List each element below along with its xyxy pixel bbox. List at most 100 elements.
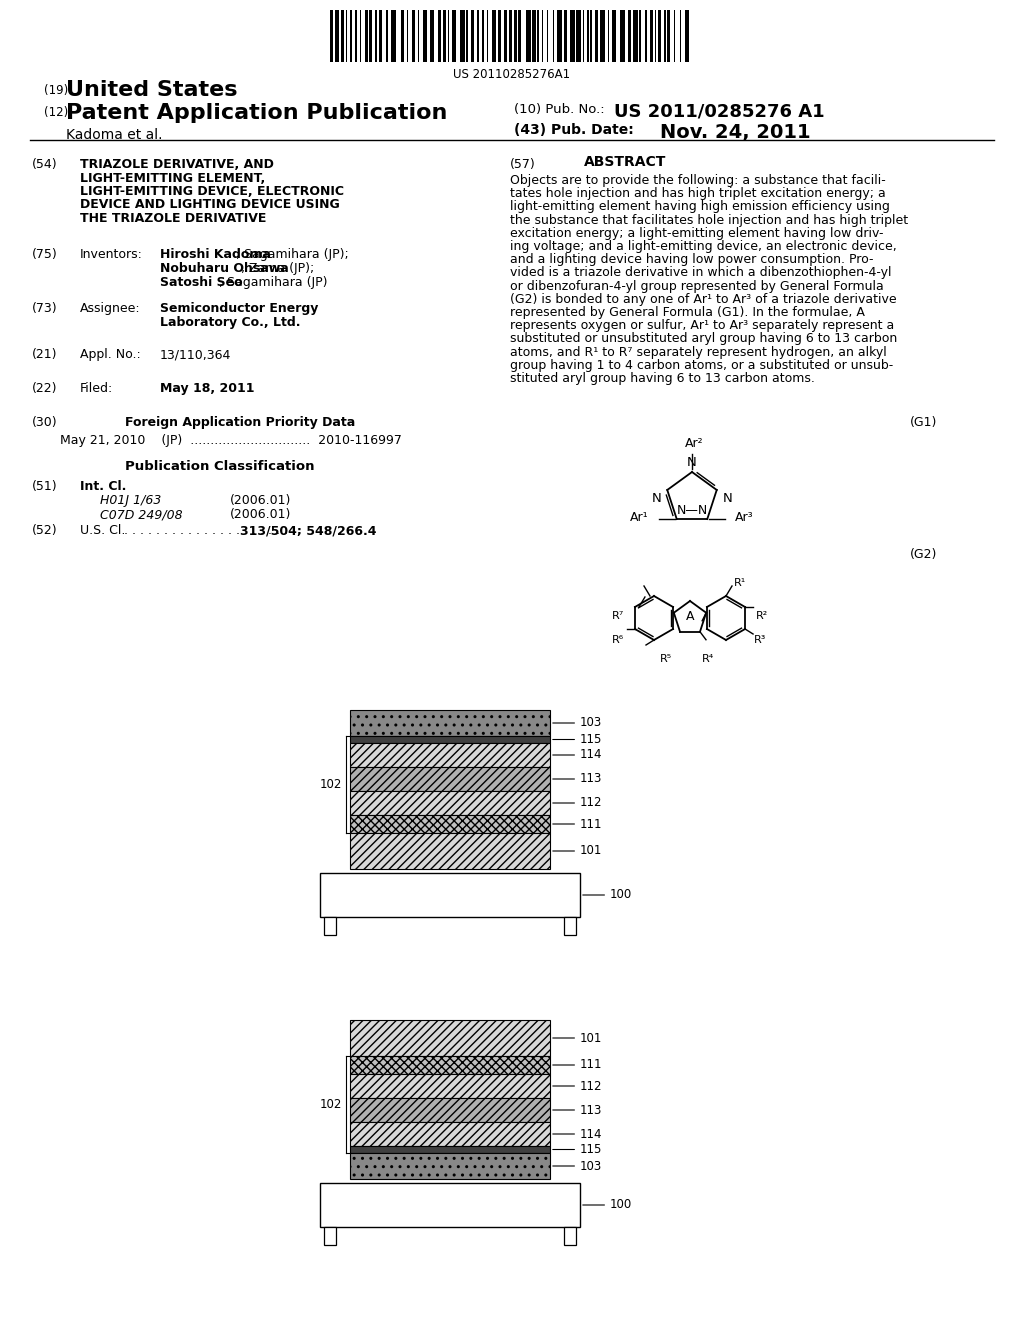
Text: Inventors:: Inventors: [80, 248, 143, 261]
Bar [438, 11, 441, 62]
Bar [324, 917, 336, 935]
Text: LIGHT-EMITTING ELEMENT,: LIGHT-EMITTING ELEMENT, [80, 172, 265, 185]
Text: DEVICE AND LIGHTING DEVICE USING: DEVICE AND LIGHTING DEVICE USING [80, 198, 340, 211]
Bar [588, 11, 589, 62]
Bar [391, 11, 396, 62]
Text: R²: R² [756, 611, 768, 620]
Bar [674, 11, 675, 62]
Bar [400, 11, 403, 62]
Bar [447, 11, 450, 62]
Bar [538, 11, 539, 62]
Text: 103: 103 [553, 717, 602, 730]
Text: 114: 114 [553, 1127, 602, 1140]
Text: A: A [686, 610, 694, 623]
Text: Publication Classification: Publication Classification [125, 459, 314, 473]
Bar [553, 11, 554, 62]
Text: U.S. Cl.: U.S. Cl. [80, 524, 125, 537]
Text: Ar¹: Ar¹ [630, 511, 649, 524]
Text: Nov. 24, 2011: Nov. 24, 2011 [660, 123, 811, 143]
Text: Kadoma et al.: Kadoma et al. [66, 128, 163, 143]
Text: N: N [651, 492, 662, 506]
Bar [471, 11, 474, 62]
Text: 112: 112 [553, 1080, 602, 1093]
Text: stituted aryl group having 6 to 13 carbon atoms.: stituted aryl group having 6 to 13 carbo… [510, 372, 815, 385]
Bar [633, 11, 638, 62]
Bar [564, 917, 575, 935]
Bar [335, 11, 339, 62]
Text: (2006.01): (2006.01) [230, 494, 292, 507]
Text: US 2011/0285276 A1: US 2011/0285276 A1 [614, 103, 824, 121]
Bar [504, 11, 507, 62]
Bar [557, 11, 562, 62]
Text: (12): (12) [44, 106, 69, 119]
Text: 115: 115 [553, 1143, 602, 1156]
Text: Semiconductor Energy: Semiconductor Energy [160, 302, 318, 315]
Bar [600, 11, 604, 62]
Bar [350, 710, 550, 737]
Text: Satoshi Seo: Satoshi Seo [160, 276, 243, 289]
Text: 13/110,364: 13/110,364 [160, 348, 231, 360]
Bar [418, 11, 420, 62]
Text: or dibenzofuran-4-yl group represented by General Formula: or dibenzofuran-4-yl group represented b… [510, 280, 884, 293]
Text: light-emitting element having high emission efficiency using: light-emitting element having high emiss… [510, 201, 890, 214]
Text: N: N [723, 492, 732, 506]
Text: N: N [687, 455, 697, 469]
Bar [514, 11, 517, 62]
Text: 101: 101 [553, 1031, 602, 1044]
Text: 101: 101 [553, 845, 602, 858]
Bar [595, 11, 598, 62]
Text: represents oxygen or sulfur, Ar¹ to Ar³ separately represent a: represents oxygen or sulfur, Ar¹ to Ar³ … [510, 319, 894, 333]
Bar [350, 11, 352, 62]
Text: R⁶: R⁶ [612, 635, 624, 645]
Bar [407, 11, 409, 62]
Text: R⁵: R⁵ [659, 653, 672, 664]
Bar [518, 11, 521, 62]
Bar [654, 11, 656, 62]
Bar [498, 11, 501, 62]
Bar [577, 11, 581, 62]
Text: R¹: R¹ [734, 578, 746, 587]
Text: represented by General Formula (G1). In the formulae, A: represented by General Formula (G1). In … [510, 306, 865, 319]
Text: vided is a triazole derivative in which a dibenzothiophen-4-yl: vided is a triazole derivative in which … [510, 267, 892, 280]
Text: group having 1 to 4 carbon atoms, or a substituted or unsub-: group having 1 to 4 carbon atoms, or a s… [510, 359, 893, 372]
Bar [370, 11, 373, 62]
Text: THE TRIAZOLE DERIVATIVE: THE TRIAZOLE DERIVATIVE [80, 213, 266, 224]
Bar [350, 791, 550, 814]
Bar [591, 11, 592, 62]
Bar [346, 11, 347, 62]
Text: Int. Cl.: Int. Cl. [80, 480, 126, 492]
Text: R⁴: R⁴ [702, 653, 715, 664]
Bar [668, 11, 671, 62]
Bar [532, 11, 536, 62]
Text: , Sagamihara (JP): , Sagamihara (JP) [219, 276, 328, 289]
Bar [319, 873, 580, 917]
Text: (G1): (G1) [910, 416, 937, 429]
Bar [645, 11, 647, 62]
Bar [376, 11, 377, 62]
Bar [350, 743, 550, 767]
Text: 111: 111 [553, 1059, 602, 1072]
Bar [379, 11, 382, 62]
Bar [350, 1074, 550, 1098]
Bar [564, 1228, 575, 1245]
Text: R⁷: R⁷ [611, 611, 624, 620]
Bar [467, 11, 468, 62]
Bar [492, 11, 497, 62]
Text: (2006.01): (2006.01) [230, 508, 292, 521]
Text: Laboratory Co., Ltd.: Laboratory Co., Ltd. [160, 315, 300, 329]
Text: 102: 102 [319, 1098, 342, 1111]
Text: tates hole injection and has high triplet excitation energy; a: tates hole injection and has high triple… [510, 187, 886, 201]
Text: , Sagamihara (JP);: , Sagamihara (JP); [236, 248, 348, 261]
Bar [628, 11, 631, 62]
Bar [460, 11, 465, 62]
Text: (51): (51) [32, 480, 57, 492]
Text: H01J 1/63: H01J 1/63 [100, 494, 162, 507]
Bar [482, 11, 483, 62]
Bar [412, 11, 415, 62]
Text: 100: 100 [583, 888, 632, 902]
Text: R³: R³ [754, 635, 766, 645]
Bar [570, 11, 574, 62]
Bar [607, 11, 609, 62]
Bar [443, 11, 446, 62]
Text: Assignee:: Assignee: [80, 302, 140, 315]
